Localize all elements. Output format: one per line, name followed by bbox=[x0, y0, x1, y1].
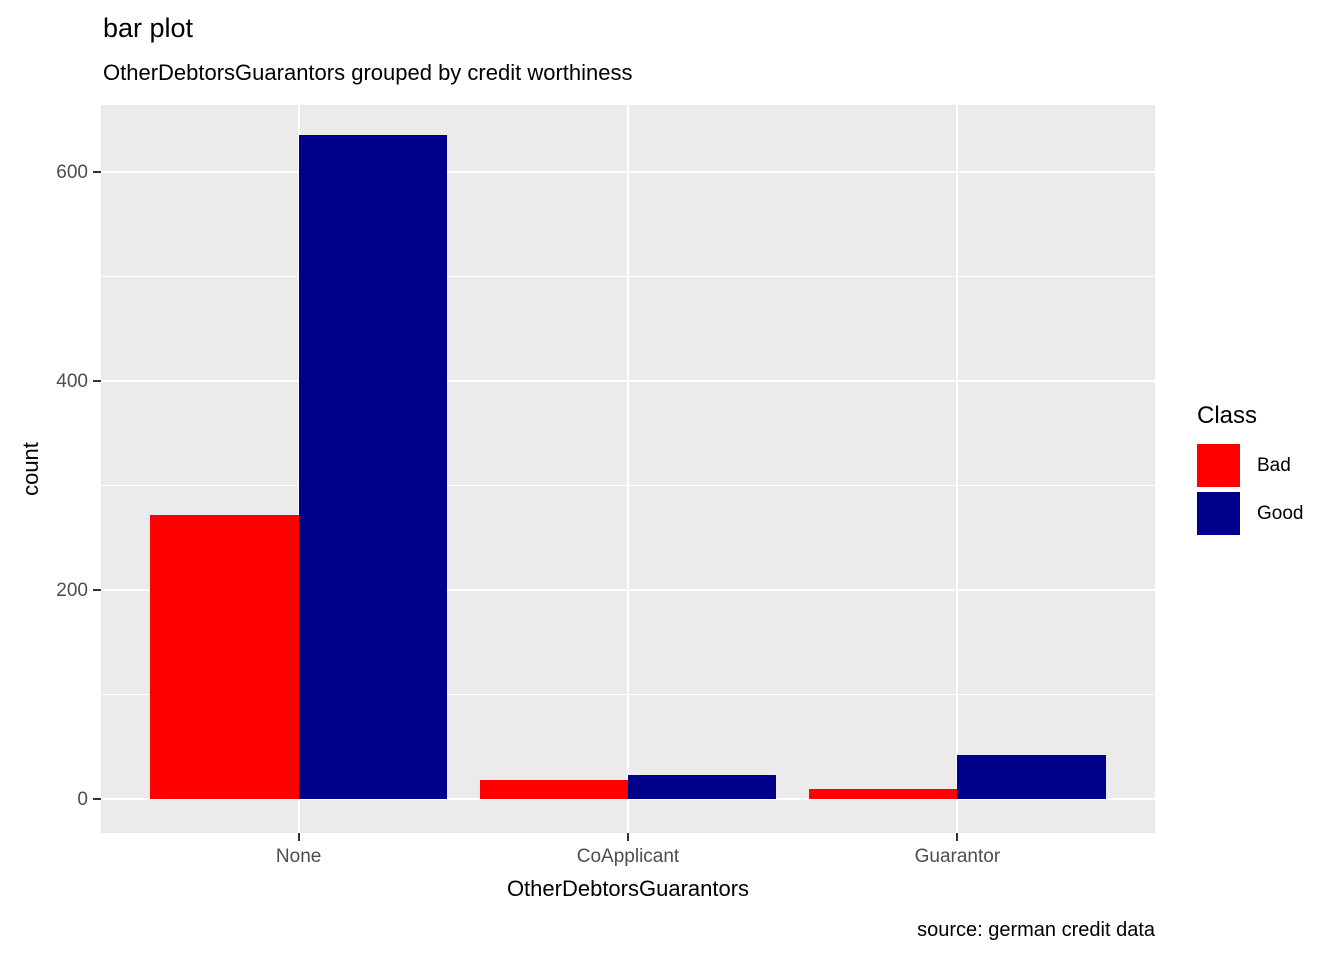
legend-item-bad: Bad bbox=[1197, 444, 1344, 487]
gridline-vertical-CoApplicant bbox=[627, 105, 629, 833]
bar-guarantor-bad bbox=[809, 788, 958, 799]
y-tick-label-400: 400 bbox=[56, 370, 88, 392]
plot-panel bbox=[101, 105, 1155, 833]
y-tick-label-200: 200 bbox=[56, 579, 88, 601]
gridline-major-600 bbox=[101, 171, 1155, 173]
chart-caption: source: german credit data bbox=[917, 919, 1155, 941]
gridline-major-0 bbox=[101, 798, 1155, 800]
x-tick-label-guarantor: Guarantor bbox=[914, 846, 1001, 867]
legend: Class Bad Good bbox=[1197, 402, 1344, 540]
y-axis-tick-200 bbox=[93, 589, 101, 591]
gridline-minor-100 bbox=[101, 694, 1155, 695]
gridline-minor-500 bbox=[101, 276, 1155, 277]
chart-title: bar plot bbox=[103, 13, 194, 43]
chart-subtitle: OtherDebtorsGuarantors grouped by credit… bbox=[103, 60, 633, 85]
legend-label-bad: Bad bbox=[1257, 454, 1291, 476]
y-axis-tick-0 bbox=[93, 798, 101, 800]
legend-key-bad-swatch bbox=[1197, 444, 1240, 487]
gridline-vertical-Guarantor bbox=[956, 105, 959, 833]
gridline-minor-300 bbox=[101, 485, 1155, 486]
legend-key-good-swatch bbox=[1197, 492, 1240, 535]
bar-coapplicant-bad bbox=[479, 780, 628, 799]
x-axis-tick-none bbox=[297, 833, 300, 841]
y-axis-title-text: count bbox=[18, 442, 43, 496]
x-axis-tick-coapplicant bbox=[627, 833, 629, 841]
y-axis-tick-600 bbox=[93, 171, 101, 173]
legend-item-good: Good bbox=[1197, 492, 1344, 535]
y-axis-tick-400 bbox=[93, 380, 101, 382]
bar-none-bad bbox=[150, 514, 299, 799]
gridline-major-200 bbox=[101, 589, 1155, 591]
bar-coapplicant-good bbox=[628, 774, 777, 799]
x-tick-label-none: None bbox=[275, 846, 322, 867]
bar-none-good bbox=[298, 135, 447, 799]
legend-title: Class bbox=[1197, 402, 1258, 429]
x-tick-label-coapplicant: CoApplicant bbox=[576, 846, 680, 867]
x-axis-tick-guarantor bbox=[956, 833, 959, 841]
bar-guarantor-good bbox=[957, 755, 1106, 799]
x-axis-title: OtherDebtorsGuarantors bbox=[506, 876, 750, 901]
legend-label-good: Good bbox=[1257, 502, 1304, 524]
y-tick-label-600: 600 bbox=[56, 161, 88, 183]
y-tick-label-0: 0 bbox=[77, 788, 88, 810]
gridline-major-400 bbox=[101, 380, 1155, 382]
